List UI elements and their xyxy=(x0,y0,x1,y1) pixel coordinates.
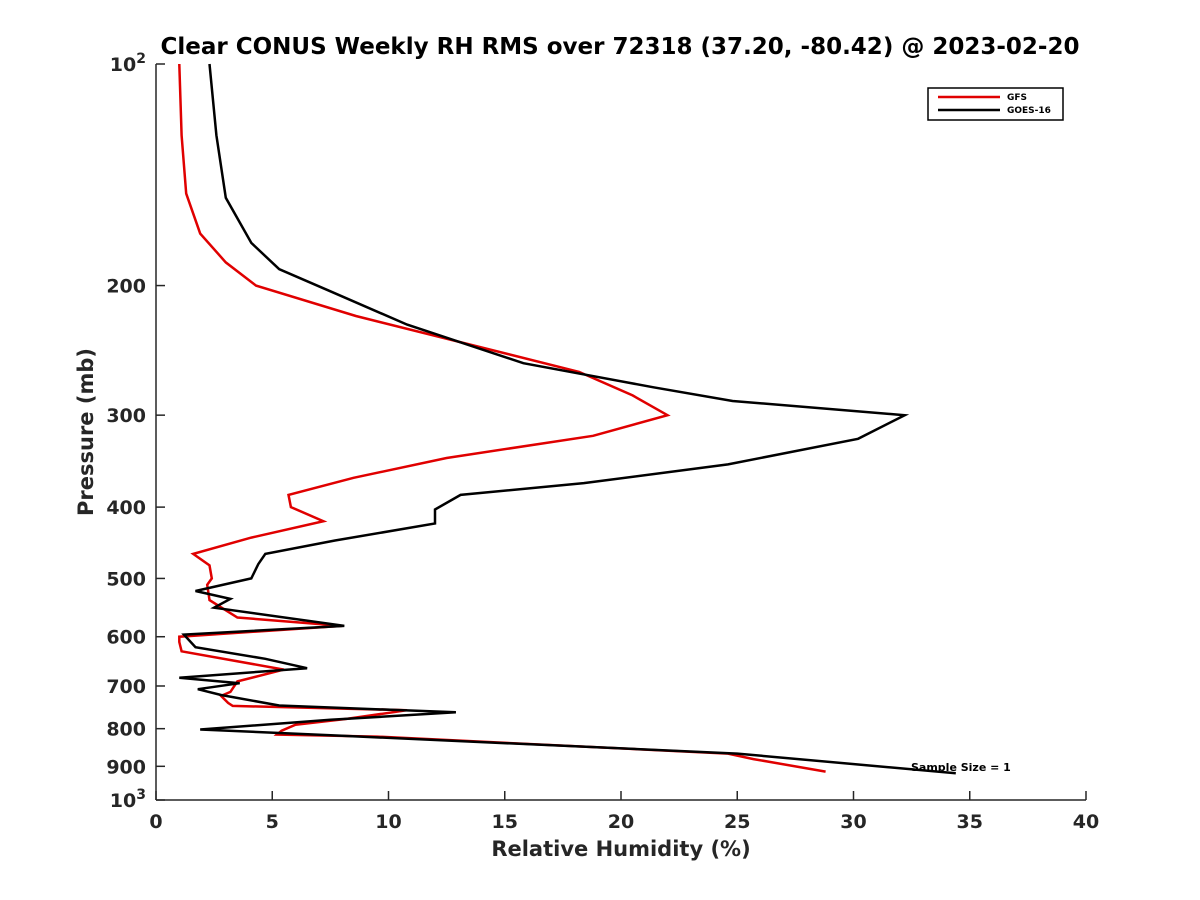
y-tick-label: 400 xyxy=(106,497,146,519)
sample-size-annotation: Sample Size = 1 xyxy=(911,761,1011,774)
y-tick-base: 900 xyxy=(106,756,146,778)
y-tick-base: 800 xyxy=(106,719,146,741)
plot-area: 0 5 10 15 20 25 30 35 40 10220030040050060070080… xyxy=(106,51,1099,833)
chart-title: Clear CONUS Weekly RH RMS over 72318 (37… xyxy=(161,34,1080,60)
x-tick-label: 25 xyxy=(724,811,750,833)
x-tick-label: 0 xyxy=(149,811,162,833)
y-tick-label: 300 xyxy=(106,405,146,427)
y-axis-label: Pressure (mb) xyxy=(74,348,98,516)
series-line-gfs xyxy=(178,63,826,773)
y-tick-base: 400 xyxy=(106,497,146,519)
legend-box xyxy=(927,87,1064,121)
y-tick-label: 102 xyxy=(110,51,146,76)
x-tick-label: 5 xyxy=(266,811,279,833)
y-tick-label: 700 xyxy=(106,676,146,698)
x-axis-label: Relative Humidity (%) xyxy=(491,837,750,861)
y-tick-exponent: 2 xyxy=(136,51,146,67)
y-tick-base: 300 xyxy=(106,405,146,427)
x-tick-label: 10 xyxy=(375,811,401,833)
y-tick-base: 10 xyxy=(110,790,136,812)
y-tick-label: 500 xyxy=(106,568,146,590)
y-tick-base: 200 xyxy=(106,276,146,298)
legend: GFS GOES-16 xyxy=(927,87,1064,121)
x-tick-label: 30 xyxy=(840,811,866,833)
series-line-goes16 xyxy=(179,63,956,775)
x-tick-label: 20 xyxy=(608,811,634,833)
y-tick-label: 900 xyxy=(106,756,146,778)
y-tick-base: 500 xyxy=(106,568,146,590)
y-tick-exponent: 3 xyxy=(136,787,146,803)
y-tick-base: 700 xyxy=(106,676,146,698)
y-tick-label: 800 xyxy=(106,719,146,741)
y-tick-label: 600 xyxy=(106,627,146,649)
x-tick-label: 35 xyxy=(957,811,983,833)
series-layer xyxy=(178,63,956,775)
legend-label-goes16: GOES-16 xyxy=(1007,106,1051,116)
y-tick-base: 10 xyxy=(110,54,136,76)
y-tick-label: 103 xyxy=(110,787,146,812)
x-tick-label: 15 xyxy=(492,811,518,833)
y-tick-label: 200 xyxy=(106,276,146,298)
x-ticks: 0 5 10 15 20 25 30 35 40 xyxy=(149,791,1099,833)
legend-label-gfs: GFS xyxy=(1007,93,1027,103)
y-tick-base: 600 xyxy=(106,627,146,649)
x-tick-label: 40 xyxy=(1073,811,1099,833)
